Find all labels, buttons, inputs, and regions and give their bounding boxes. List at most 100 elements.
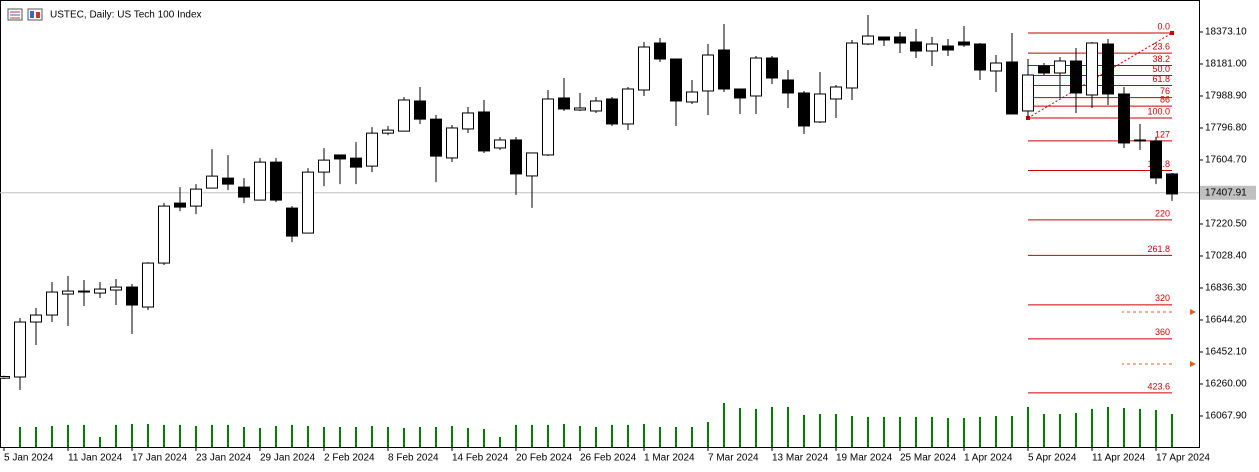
x-tick-label: 19 Mar 2024: [836, 453, 893, 464]
arrow-head: [1190, 309, 1196, 315]
candle-body: [366, 132, 378, 167]
candle-body: [990, 62, 1002, 72]
fib-label: 61.8: [1152, 74, 1170, 84]
candle-body: [702, 54, 714, 92]
plot-frame: [0, 0, 1200, 448]
candle-body: [558, 97, 570, 110]
candle-body: [510, 139, 522, 175]
y-tick-label: 16644.20: [1205, 315, 1247, 326]
fib-label: 23.6: [1152, 41, 1170, 51]
fib-label: 261.8: [1147, 244, 1170, 254]
x-tick-label: 5 Apr 2024: [1028, 453, 1077, 464]
candle-body: [1166, 173, 1178, 195]
candle-body: [398, 99, 410, 132]
x-tick-label: 5 Jan 2024: [4, 453, 54, 464]
candle-body: [78, 290, 90, 293]
candle-body: [878, 36, 890, 41]
fib-label: 320: [1155, 293, 1170, 303]
candle-body: [894, 36, 906, 44]
candle-body: [670, 58, 682, 102]
candle-body: [718, 49, 730, 90]
candle-body: [222, 177, 234, 185]
candle-body: [862, 35, 874, 45]
candle-body: [94, 288, 106, 294]
candle-body: [350, 157, 362, 168]
candle-body: [446, 127, 458, 159]
x-tick-label: 8 Feb 2024: [388, 453, 439, 464]
x-tick-label: 23 Jan 2024: [196, 453, 251, 464]
candle-body: [590, 100, 602, 112]
candle-body: [782, 79, 794, 94]
arrow-head: [1190, 361, 1196, 367]
fib-label: 38.2: [1152, 54, 1170, 64]
candle-body: [206, 175, 218, 189]
candle-body: [46, 291, 58, 316]
candle-body: [654, 42, 666, 60]
y-tick-label: 17604.70: [1205, 155, 1247, 166]
candle-body: [1102, 43, 1114, 95]
candle-body: [110, 286, 122, 291]
candle-body: [686, 91, 698, 103]
fib-label: 86: [1160, 94, 1170, 104]
candle-body: [270, 161, 282, 201]
fib-label: 76: [1160, 86, 1170, 96]
candle-body: [302, 171, 314, 234]
y-tick-label: 16260.00: [1205, 379, 1247, 390]
candle-body: [830, 86, 842, 100]
candle-body: [606, 98, 618, 125]
candle-body: [542, 98, 554, 156]
chart-title: USTEC, Daily: US Tech 100 Index: [50, 10, 202, 21]
last-price-box: [1200, 185, 1256, 200]
x-tick-label: 1 Apr 2024: [964, 453, 1013, 464]
candle-body: [1134, 139, 1146, 142]
x-tick-label: 11 Jan 2024: [68, 453, 123, 464]
y-tick-label: 16067.90: [1205, 411, 1247, 422]
candle-body: [382, 129, 394, 134]
candle-body: [1006, 61, 1018, 115]
y-tick-label: 17796.80: [1205, 123, 1247, 134]
candle-body: [622, 88, 634, 125]
candle-body: [494, 139, 506, 149]
candle-body: [414, 100, 426, 120]
candle-body: [0, 376, 10, 379]
candle-body: [574, 107, 586, 111]
candle-body: [814, 93, 826, 123]
candle-body: [62, 290, 74, 295]
y-tick-label: 16452.10: [1205, 347, 1247, 358]
candle-body: [638, 46, 650, 91]
candle-body: [318, 159, 330, 173]
symbol-icons: [7, 8, 43, 21]
fib-label: 360: [1155, 327, 1170, 337]
candle-body: [1118, 93, 1130, 144]
candle-body: [30, 314, 42, 323]
candle-body: [126, 286, 138, 306]
x-tick-label: 14 Feb 2024: [452, 453, 509, 464]
fib-label: 50.0: [1152, 64, 1170, 74]
candle-body: [174, 202, 186, 208]
last-price-label: 17407.91: [1205, 187, 1247, 198]
y-tick-label: 17028.40: [1205, 251, 1247, 262]
candle-body: [766, 57, 778, 79]
candle-body: [142, 262, 154, 308]
x-tick-label: 17 Apr 2024: [1156, 453, 1210, 464]
x-tick-label: 13 Mar 2024: [772, 453, 829, 464]
candle-body: [798, 92, 810, 127]
candle-body: [750, 57, 762, 97]
x-tick-label: 25 Mar 2024: [900, 453, 957, 464]
candle-body: [430, 118, 442, 157]
x-tick-label: 1 Mar 2024: [644, 453, 695, 464]
x-tick-label: 26 Feb 2024: [580, 453, 637, 464]
candle-body: [846, 42, 858, 89]
candle-body: [1022, 74, 1034, 112]
fib-label: 423.6: [1147, 381, 1170, 391]
x-tick-label: 7 Mar 2024: [708, 453, 759, 464]
candle-body: [1070, 60, 1082, 94]
candle-body: [974, 43, 986, 71]
candle-body: [734, 88, 746, 99]
x-tick-label: 29 Jan 2024: [260, 453, 315, 464]
candle-body: [462, 112, 474, 130]
candle-body: [958, 41, 970, 46]
fib-label: 220: [1155, 208, 1170, 218]
candle-body: [158, 205, 170, 264]
